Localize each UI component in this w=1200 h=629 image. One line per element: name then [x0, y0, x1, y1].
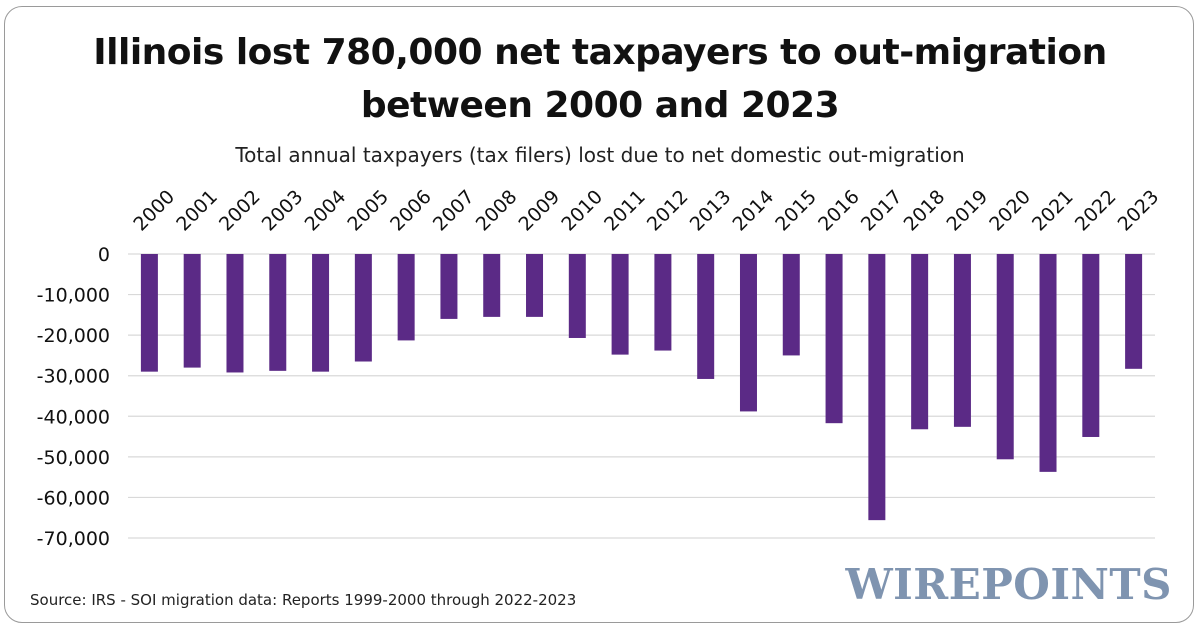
x-tick-label-2003: 2003 [258, 186, 308, 236]
bar-2014 [739, 254, 757, 412]
y-tick-label: 0 [98, 244, 110, 266]
x-tick-label-2006: 2006 [386, 186, 436, 236]
bar-2011 [611, 254, 629, 355]
source-note: Source: IRS - SOI migration data: Report… [30, 591, 577, 609]
chart-subtitle: Total annual taxpayers (tax filers) lost… [235, 143, 965, 167]
bar-2023 [1125, 254, 1143, 369]
y-tick-label: -30,000 [37, 366, 110, 388]
y-tick-label: -20,000 [37, 325, 110, 347]
x-tick-label-2001: 2001 [172, 186, 222, 236]
x-tick-label-2010: 2010 [557, 186, 607, 236]
bar-2008 [483, 254, 501, 317]
x-tick-label-2013: 2013 [686, 186, 736, 236]
x-tick-label-2011: 2011 [600, 186, 650, 236]
bar-2017 [868, 254, 886, 521]
bar-2004 [312, 254, 330, 372]
bar-2022 [1082, 254, 1100, 437]
bar-2010 [568, 254, 586, 338]
bar-2006 [397, 254, 415, 341]
x-tick-label-2022: 2022 [1071, 186, 1121, 236]
title-line-1: Illinois lost 780,000 net taxpayers to o… [93, 32, 1107, 73]
bar-2002 [226, 254, 244, 373]
gridlines [128, 253, 1155, 539]
y-tick-label: -40,000 [37, 406, 110, 428]
chart-title: Illinois lost 780,000 net taxpayers to o… [0, 26, 1200, 132]
y-axis-ticks: 0 -10,000 -20,000 -30,000 -40,000 -50,000 -60,… [37, 244, 110, 550]
x-tick-label-2020: 2020 [985, 186, 1035, 236]
bar-2012 [654, 254, 672, 351]
bar-2009 [526, 254, 544, 317]
x-tick-label-2015: 2015 [771, 186, 821, 236]
bar-2005 [354, 254, 372, 362]
bars [140, 254, 1143, 521]
x-tick-label-2018: 2018 [900, 186, 950, 236]
x-tick-label-2004: 2004 [301, 186, 351, 236]
x-tick-label-2012: 2012 [643, 186, 693, 236]
x-tick-label-2008: 2008 [472, 186, 522, 236]
bar-2000 [140, 254, 158, 372]
chart-card [4, 6, 1194, 623]
x-tick-label-2000: 2000 [129, 186, 179, 236]
x-tick-label-2019: 2019 [942, 186, 992, 236]
y-tick-label: -70,000 [37, 528, 110, 550]
y-tick-label: -60,000 [37, 487, 110, 509]
bar-2018 [911, 254, 929, 430]
x-tick-label-2016: 2016 [814, 186, 864, 236]
y-tick-label: -10,000 [37, 285, 110, 307]
x-tick-label-2002: 2002 [215, 186, 265, 236]
wirepoints-logo: WIREPOINTS [845, 560, 1172, 609]
bar-2019 [953, 254, 971, 427]
bar-2001 [183, 254, 201, 368]
bar-2016 [825, 254, 843, 424]
bar-2020 [996, 254, 1014, 460]
x-tick-label-2023: 2023 [1114, 186, 1164, 236]
x-axis-ticks: 2000200120022003200420052006200720082009… [129, 186, 1163, 236]
bar-2003 [269, 254, 287, 371]
bar-2013 [697, 254, 715, 379]
x-tick-label-2017: 2017 [857, 186, 907, 236]
x-tick-label-2005: 2005 [343, 186, 393, 236]
x-tick-label-2007: 2007 [429, 186, 479, 236]
y-tick-label: -50,000 [37, 447, 110, 469]
x-tick-label-2014: 2014 [728, 186, 778, 236]
bar-2007 [440, 254, 458, 319]
title-line-2: between 2000 and 2023 [360, 85, 840, 126]
x-tick-label-2021: 2021 [1028, 186, 1078, 236]
bar-2021 [1039, 254, 1057, 472]
x-tick-label-2009: 2009 [515, 186, 565, 236]
bar-2015 [782, 254, 800, 356]
